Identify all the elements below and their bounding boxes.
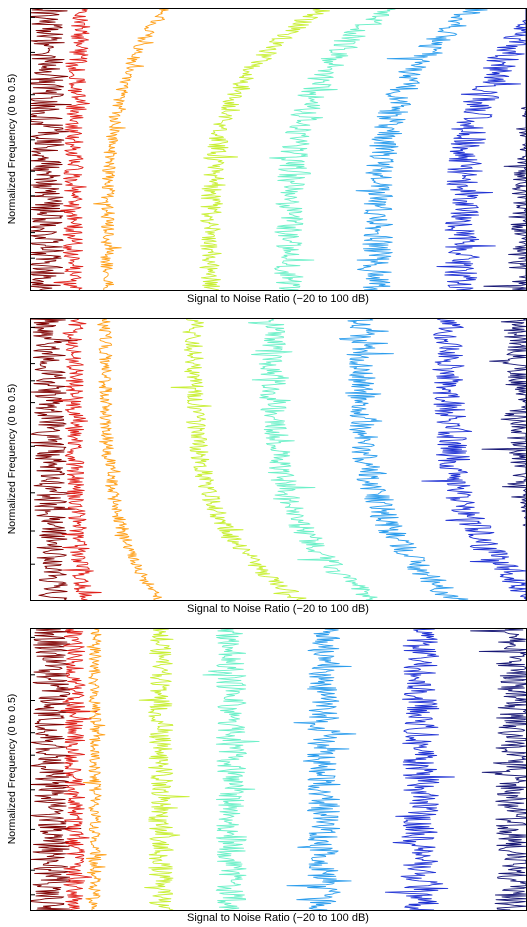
panel-1-series-4-line (199, 8, 330, 291)
panel-2-series-2-line (53, 318, 102, 601)
panel-2-ylabel: Normalized Frequency (0 to 0.5) (6, 384, 18, 535)
panel-1-series-6-line (355, 8, 488, 291)
panel-2-series-6-line (339, 318, 469, 601)
panel-2-series-4-line (170, 318, 307, 601)
panel-2-ticks (31, 326, 35, 565)
panel-3-ticks (31, 636, 35, 896)
panel-2-series (30, 318, 527, 601)
panel-2-series-7-line (421, 318, 527, 600)
panel-2-xlabel: Signal to Noise Ratio (−20 to 100 dB) (187, 603, 369, 615)
panel-3: Signal to Noise Ratio (−20 to 100 dB) No… (6, 628, 527, 924)
panel-1-series-3-line (93, 8, 169, 291)
panel-1-ylabel: Normalized Frequency (0 to 0.5) (6, 74, 18, 225)
panel-2-series-3-line (97, 318, 162, 601)
panel-3-ylabel: Normalized Frequency (0 to 0.5) (6, 694, 18, 845)
panel-3-series-2-line (60, 628, 98, 911)
panel-1-ticks (31, 16, 35, 259)
panel-1-series-7-line (436, 9, 527, 291)
panel-2: Signal to Noise Ratio (−20 to 100 dB) No… (6, 318, 527, 615)
panel-1: Signal to Noise Ratio (−20 to 100 dB) No… (6, 8, 527, 305)
panel-3-series-5-line (202, 628, 260, 911)
panel-1-xlabel: Signal to Noise Ratio (−20 to 100 dB) (187, 293, 369, 305)
panel-2-series-5-line (248, 318, 378, 601)
panel-3-xlabel: Signal to Noise Ratio (−20 to 100 dB) (187, 912, 369, 924)
panel-3-series-3-line (82, 628, 107, 911)
panel-2-series-1-line (30, 318, 78, 601)
panel-3-series-6-line (286, 628, 357, 911)
panel-3-series-4-line (138, 628, 190, 911)
panel-1-series-5-line (269, 8, 396, 291)
panel-3-series-7-line (384, 628, 455, 911)
panel-1-series-2-line (53, 8, 91, 291)
